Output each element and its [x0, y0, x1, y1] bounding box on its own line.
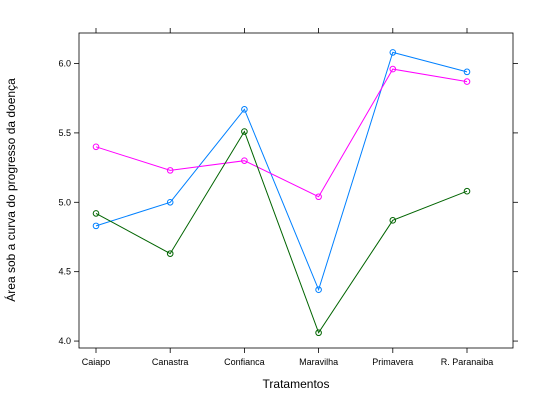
- data-point: [92, 143, 100, 151]
- data-point: [92, 210, 100, 217]
- data-point: [463, 68, 471, 76]
- y-tick-label: 5.5: [58, 128, 71, 138]
- data-point: [389, 217, 397, 224]
- x-tick-label: Maravilha: [299, 357, 338, 367]
- x-axis: Caiapo Canastra Confianca Maravilha Primaver…: [82, 28, 494, 367]
- y-tick-label: 5.0: [58, 197, 71, 207]
- data-point: [241, 157, 248, 164]
- data-point: [241, 128, 248, 135]
- x-tick-label: Canastra: [152, 357, 189, 367]
- series-line-2: [95, 68, 468, 198]
- series-group: [92, 49, 471, 337]
- data-point: [166, 167, 174, 174]
- y-axis-title: Área sob a curva do progresso da doença: [3, 78, 18, 302]
- data-point: [315, 193, 322, 201]
- y-tick-label: 4.0: [58, 336, 71, 346]
- data-point: [92, 222, 100, 230]
- data-point: [389, 65, 397, 73]
- series-line-3: [95, 130, 468, 334]
- y-axis: 4.0 4.5 5.0 5.5 6.0: [58, 59, 518, 346]
- series-line-1: [95, 51, 468, 292]
- x-tick-label: Caiapo: [82, 357, 111, 367]
- data-point: [315, 329, 322, 337]
- plot-frame: [78, 32, 514, 349]
- data-point: [315, 286, 322, 294]
- data-point: [389, 49, 397, 56]
- data-point: [463, 187, 471, 195]
- x-tick-label: Primavera: [372, 357, 413, 367]
- x-tick-label: R. Paranaiba: [441, 357, 494, 367]
- y-tick-label: 6.0: [58, 59, 71, 69]
- data-point: [166, 250, 174, 257]
- data-point: [166, 198, 174, 206]
- y-tick-label: 4.5: [58, 267, 71, 277]
- x-tick-label: Confianca: [224, 357, 265, 367]
- data-point: [241, 106, 248, 113]
- x-axis-title: Tratamentos: [263, 377, 330, 391]
- data-point: [463, 78, 471, 85]
